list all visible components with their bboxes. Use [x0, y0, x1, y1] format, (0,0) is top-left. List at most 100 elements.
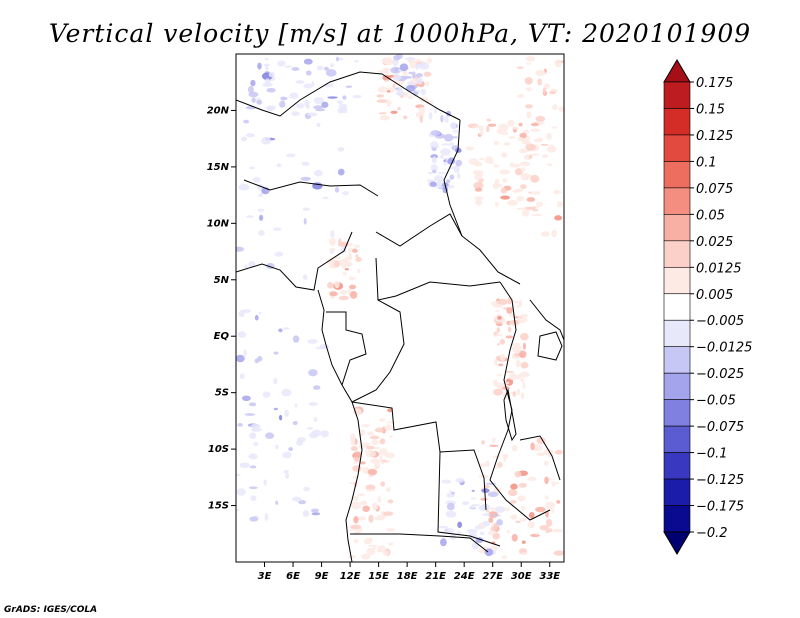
velocity-patch: [491, 514, 501, 517]
colorbar-label: 0.1: [696, 155, 717, 170]
velocity-patch: [276, 163, 282, 168]
border-zambia-malawi: [489, 429, 551, 521]
velocity-patch: [516, 207, 524, 210]
velocity-patch: [334, 280, 340, 289]
velocity-patch: [320, 430, 329, 438]
velocity-patch: [416, 89, 421, 93]
velocity-patch: [315, 346, 326, 350]
colorbar-swatch: [663, 425, 691, 453]
velocity-patch: [239, 462, 250, 469]
velocity-patch: [479, 171, 483, 178]
velocity-patch: [292, 421, 298, 426]
velocity-patch: [337, 147, 345, 152]
velocity-patch: [355, 254, 359, 258]
velocity-patch: [492, 532, 500, 540]
velocity-patch: [367, 431, 374, 436]
velocity-patch: [550, 508, 555, 514]
velocity-patch: [519, 332, 529, 341]
velocity-patch: [334, 187, 340, 193]
colorbar-label: 0.005: [696, 288, 733, 303]
velocity-patch: [338, 295, 349, 301]
velocity-patch: [249, 432, 257, 439]
velocity-patch: [471, 542, 479, 550]
velocity-patch: [519, 132, 527, 139]
velocity-patch: [546, 132, 552, 141]
velocity-patch: [528, 191, 533, 194]
velocity-patch: [429, 181, 437, 187]
velocity-patch: [365, 484, 376, 491]
colorbar-swatch: [663, 505, 691, 533]
velocity-patch: [520, 552, 528, 556]
velocity-patch: [474, 525, 483, 530]
velocity-patch: [379, 455, 383, 461]
velocity-patch: [384, 424, 393, 431]
velocity-patch: [485, 482, 497, 485]
velocity-patch: [494, 178, 500, 185]
velocity-patch: [250, 495, 257, 501]
velocity-patch: [258, 311, 262, 315]
velocity-patch: [282, 451, 292, 459]
velocity-patch: [430, 164, 438, 172]
velocity-patch: [529, 153, 541, 156]
velocity-patch: [237, 331, 247, 338]
velocity-patch: [387, 408, 393, 413]
velocity-patch: [382, 75, 391, 81]
velocity-patch: [303, 486, 310, 492]
velocity-patch: [361, 553, 371, 560]
colorbar-arrow-top: [663, 59, 691, 83]
colorbar-swatch: [663, 161, 691, 189]
velocity-patch: [527, 476, 537, 482]
velocity-patch: [507, 297, 512, 305]
colorbar-swatch: [663, 81, 691, 109]
velocity-patch: [367, 468, 378, 476]
velocity-patch: [353, 461, 358, 465]
velocity-patch: [506, 307, 513, 314]
velocity-patch: [339, 289, 348, 295]
velocity-patch: [377, 88, 383, 93]
velocity-patch: [496, 327, 501, 333]
velocity-patch: [362, 505, 370, 512]
velocity-patch: [500, 187, 507, 194]
velocity-patch: [433, 175, 444, 182]
velocity-patch: [284, 65, 293, 68]
y-tick-label: 10S: [208, 444, 229, 455]
velocity-patch: [353, 244, 361, 248]
velocity-patch: [329, 291, 338, 297]
velocity-patch: [452, 129, 459, 133]
velocity-patch: [353, 515, 359, 524]
velocity-patch: [517, 93, 525, 98]
velocity-patch: [384, 452, 396, 459]
velocity-patch: [245, 133, 255, 138]
velocity-patch: [455, 477, 465, 483]
velocity-patch: [373, 446, 381, 450]
velocity-patch: [479, 531, 485, 536]
colorbar-swatch: [663, 293, 691, 321]
velocity-patch: [280, 96, 288, 101]
velocity-patch: [418, 62, 430, 70]
velocity-patch: [502, 381, 510, 385]
velocity-patch: [238, 183, 250, 191]
velocity-patch: [253, 441, 259, 446]
velocity-patch: [543, 460, 549, 466]
velocity-patch: [366, 547, 376, 556]
velocity-patch: [345, 85, 353, 88]
velocity-patch: [520, 173, 531, 181]
velocity-patch: [489, 444, 499, 447]
velocity-patch: [353, 539, 359, 544]
velocity-patch: [528, 511, 535, 519]
velocity-patch: [390, 110, 398, 114]
velocity-patch: [508, 313, 516, 317]
velocity-patch: [525, 206, 537, 210]
velocity-patch: [379, 418, 386, 422]
velocity-patch: [377, 495, 382, 503]
velocity-patch: [519, 350, 527, 359]
velocity-patch: [289, 92, 299, 99]
velocity-patch: [437, 179, 444, 187]
colorbar-label: 0.075: [696, 182, 733, 197]
colorbar-label: 0.15: [696, 102, 725, 117]
velocity-patch: [368, 514, 374, 523]
velocity-patch: [292, 335, 300, 343]
colorbar-label: −0.05: [696, 394, 736, 409]
velocity-patch: [475, 199, 483, 206]
velocity-patch: [558, 106, 564, 112]
